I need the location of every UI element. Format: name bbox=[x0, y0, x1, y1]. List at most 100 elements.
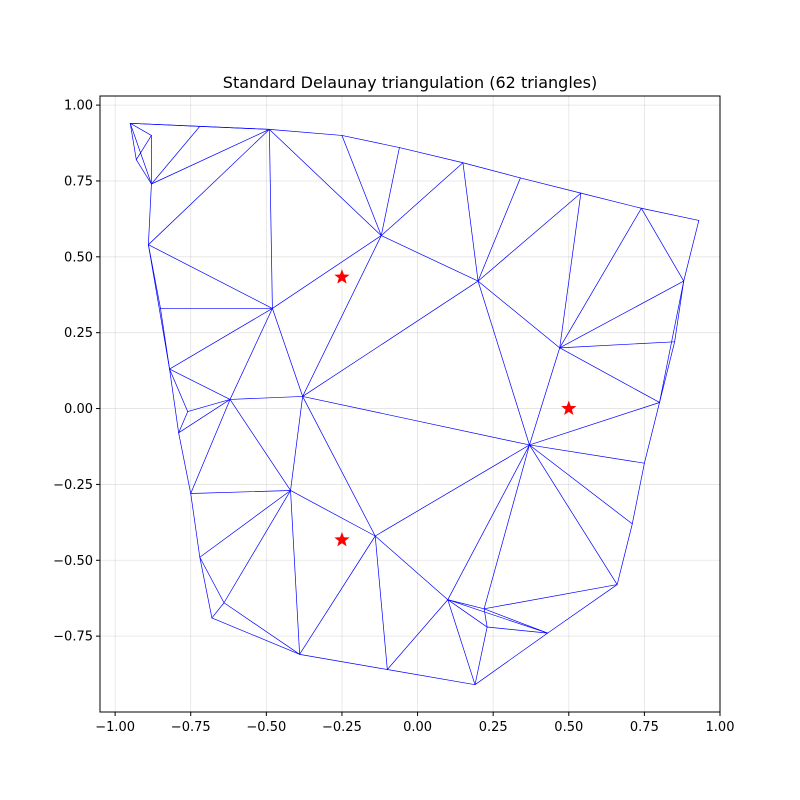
y-axis: 1.00 0.75 0.50 0.25 0.00 −0.25 −0.50 −0.75 bbox=[53, 99, 100, 645]
triangulation-edge bbox=[169, 308, 273, 370]
x-tick-label: −0.50 bbox=[246, 720, 286, 735]
triangulation-edge bbox=[580, 192, 642, 209]
triangulation-edge bbox=[169, 368, 231, 400]
triangulation-edge bbox=[290, 396, 303, 491]
triangulation-edge bbox=[559, 207, 642, 349]
triangulation-edge bbox=[529, 347, 561, 446]
triangulation-edge bbox=[269, 129, 343, 136]
x-tick-label: 0.00 bbox=[403, 720, 432, 735]
triangulation-edge bbox=[641, 207, 685, 282]
x-tick-label: −0.25 bbox=[322, 720, 362, 735]
triangulation-edge bbox=[631, 462, 645, 525]
triangulation-edge bbox=[135, 135, 152, 161]
y-tick-label: −0.50 bbox=[53, 554, 93, 569]
triangulation-edge bbox=[129, 122, 152, 185]
triangulation-edge bbox=[674, 280, 685, 343]
triangulation-edge bbox=[299, 653, 388, 670]
triangulation-edge bbox=[529, 444, 633, 525]
triangulation-edge bbox=[374, 444, 530, 537]
y-tick-label: 0.25 bbox=[64, 326, 93, 341]
y-tick-label: −0.25 bbox=[53, 478, 93, 493]
triangulation-edge bbox=[559, 341, 675, 349]
star-marker bbox=[334, 269, 350, 284]
triangulation-edge bbox=[447, 599, 485, 610]
triangulation-edge bbox=[520, 177, 582, 194]
triangulation-edge bbox=[380, 147, 400, 236]
triangulation-edge bbox=[151, 125, 201, 185]
triangulation-edge bbox=[462, 162, 479, 282]
triangulation-edge bbox=[223, 602, 300, 655]
grid bbox=[100, 96, 721, 712]
triangulation-edge bbox=[199, 490, 291, 558]
triangulation-edge bbox=[302, 396, 376, 537]
triangulation-edge bbox=[529, 444, 618, 585]
triangulation-edge bbox=[683, 220, 700, 282]
triangulation-edge bbox=[477, 280, 561, 349]
triangulation-edge bbox=[199, 556, 213, 619]
triangulation-edge bbox=[386, 599, 449, 670]
y-tick-label: −0.75 bbox=[53, 630, 93, 645]
x-tick-label: −0.75 bbox=[171, 720, 211, 735]
triangulation-edge bbox=[447, 599, 488, 628]
y-tick-label: 0.00 bbox=[64, 402, 93, 417]
triangulation-edge bbox=[447, 444, 530, 601]
triangulation-edge bbox=[290, 490, 376, 537]
triangulation-edge bbox=[169, 368, 189, 412]
x-tick-label: 0.25 bbox=[479, 720, 508, 735]
axes-frame bbox=[99, 95, 721, 713]
triangulation-edge bbox=[135, 159, 152, 185]
y-tick-label: 1.00 bbox=[64, 99, 93, 114]
triangulation-edge bbox=[474, 626, 488, 686]
triangulation-edge bbox=[223, 490, 291, 604]
triangulation-edge bbox=[290, 490, 300, 655]
triangulation-edge bbox=[462, 162, 521, 179]
triangulation-edge bbox=[229, 396, 303, 400]
chart-title: Standard Delaunay triangulation (62 tria… bbox=[223, 73, 597, 92]
triangulation-edge bbox=[148, 183, 152, 246]
triangulation-edge bbox=[483, 584, 618, 610]
triangulation-edge bbox=[341, 135, 382, 236]
triangulation-edge bbox=[178, 432, 192, 494]
triangulation-edge bbox=[302, 280, 479, 397]
triangulation-edge bbox=[559, 347, 660, 403]
triangulation-edge bbox=[129, 122, 152, 136]
triangulation-edge bbox=[269, 129, 382, 236]
x-tick-label: 1.00 bbox=[706, 720, 735, 735]
triangulation-edge bbox=[529, 444, 645, 464]
triangulation-edge bbox=[483, 444, 530, 610]
triangulation-edge bbox=[374, 535, 388, 670]
triangulation-edge bbox=[641, 207, 700, 221]
y-tick-label: 0.50 bbox=[64, 250, 93, 265]
triangulation-edge bbox=[341, 135, 400, 148]
triangulation-edge bbox=[211, 602, 225, 619]
plot-area: −1.00 −0.75 −0.50 −0.25 0.00 0.25 0.50 0.75 1.00… bbox=[53, 95, 734, 735]
triangulation-edge bbox=[559, 192, 582, 349]
triangulation-edge bbox=[644, 402, 660, 464]
x-axis: −1.00 −0.75 −0.50 −0.25 0.00 0.25 0.50 0.75 1.00 bbox=[95, 712, 734, 735]
triangulation-edges bbox=[129, 122, 700, 686]
triangulation-edge bbox=[386, 669, 476, 686]
triangulation-edge bbox=[151, 129, 270, 185]
triangulation-edge bbox=[302, 235, 382, 397]
y-tick-label: 0.75 bbox=[64, 174, 93, 189]
triangulation-edge bbox=[477, 177, 521, 282]
triangulation-edge bbox=[559, 280, 685, 349]
triangulation-edge bbox=[199, 125, 270, 130]
x-tick-label: 0.75 bbox=[630, 720, 659, 735]
triangulation-edge bbox=[229, 399, 291, 491]
triangulation-edge bbox=[187, 399, 231, 412]
triangulation-edge bbox=[380, 235, 479, 282]
triangulation-edge bbox=[160, 308, 170, 370]
star-marker bbox=[334, 531, 350, 547]
triangulation-edge bbox=[659, 341, 675, 403]
triangulation-edge bbox=[272, 235, 382, 309]
triangulation-edge bbox=[199, 556, 225, 604]
triangulation-edge bbox=[529, 402, 660, 446]
triangulation-edge bbox=[169, 368, 179, 434]
triangulation-edge bbox=[477, 192, 582, 282]
triangulation-edge bbox=[302, 396, 530, 446]
triangulation-edge bbox=[190, 490, 291, 494]
triangulation-edge bbox=[483, 608, 548, 634]
triangulation-edge bbox=[148, 244, 273, 309]
